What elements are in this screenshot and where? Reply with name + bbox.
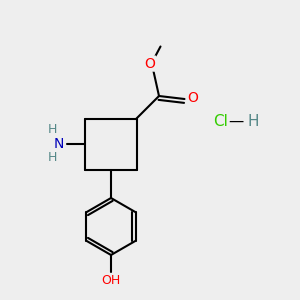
Text: H: H xyxy=(248,114,259,129)
Text: H: H xyxy=(48,151,57,164)
Text: N: N xyxy=(53,137,64,151)
Text: H: H xyxy=(48,123,57,136)
Text: O: O xyxy=(145,57,155,70)
Text: —: — xyxy=(228,114,243,129)
Text: OH: OH xyxy=(101,274,121,287)
Text: O: O xyxy=(188,91,198,104)
Text: Cl: Cl xyxy=(213,114,228,129)
